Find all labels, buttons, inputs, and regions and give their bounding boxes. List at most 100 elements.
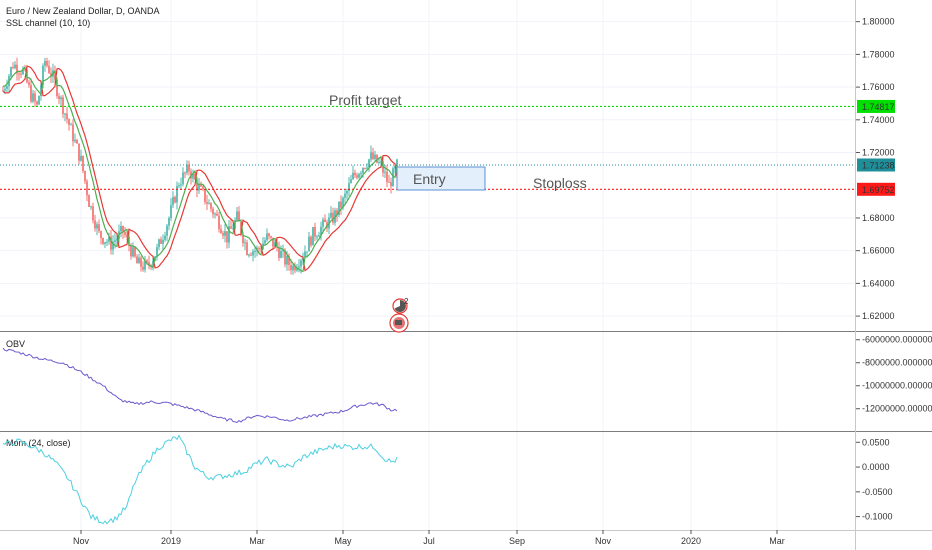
obv-axis-tick-label: -8000000.0000000 (862, 358, 932, 368)
candle-body (198, 184, 200, 191)
candle-body (178, 185, 180, 187)
candle-body (232, 228, 234, 230)
news-event-marker[interactable]: 2 (392, 297, 409, 314)
ssl-indicator-label[interactable]: SSL channel (10, 10) (6, 18, 90, 28)
candle-body (184, 172, 186, 174)
obv-series-line[interactable] (2, 347, 398, 424)
candle-body (306, 251, 308, 253)
candle-body (72, 124, 74, 142)
candle-body (62, 97, 64, 114)
candle-body (372, 152, 374, 160)
profit-target-text[interactable]: Profit target (329, 92, 401, 108)
candle-body (88, 195, 90, 207)
candle-body (74, 139, 76, 142)
time-tick-label: Mar (769, 536, 785, 546)
time-axis[interactable] (0, 531, 932, 550)
candle-body (384, 171, 386, 173)
candle-body (396, 159, 398, 167)
candle-body (172, 196, 174, 206)
candle-body (206, 202, 208, 204)
entry-text[interactable]: Entry (413, 171, 446, 187)
candle-body (296, 267, 298, 271)
candle-body (240, 221, 242, 235)
candle-body (358, 173, 360, 178)
candle-body (96, 224, 98, 229)
time-tick-label: Nov (595, 536, 612, 546)
candle-body (380, 161, 382, 163)
price-axis-tick-label: 1.66000 (862, 246, 895, 256)
candle-body (286, 256, 288, 265)
candle-body (246, 242, 248, 256)
earnings-event-marker[interactable] (389, 313, 409, 333)
candle-body (212, 208, 214, 215)
obv-label[interactable]: OBV (6, 339, 25, 349)
candle-body (324, 219, 326, 223)
candle-body (108, 236, 110, 242)
obv-pane[interactable] (0, 334, 855, 430)
price-axis-tick-label: 1.74000 (862, 115, 895, 125)
last-price-value: 1.71238 (862, 160, 895, 170)
candle-body (6, 86, 8, 89)
candle-body (374, 154, 376, 160)
candle-body (134, 247, 136, 257)
candle-body (340, 201, 342, 208)
price-axis-tick-label: 1.62000 (862, 311, 895, 321)
candle-body (248, 254, 250, 256)
candle-body (138, 257, 140, 264)
entry-box[interactable] (396, 166, 486, 191)
candle-body (64, 113, 66, 115)
candle-body (80, 155, 82, 161)
price-axis-tick-label: 1.64000 (862, 278, 895, 288)
candle-body (214, 213, 216, 215)
candle-body (84, 171, 86, 182)
event-count: 2 (404, 297, 409, 306)
candle-body (282, 250, 284, 252)
candle-body (140, 257, 142, 267)
candle-body (218, 215, 220, 230)
stoploss-text[interactable]: Stoploss (533, 175, 587, 191)
candle-body (318, 235, 320, 237)
candle-body (146, 260, 148, 263)
candle-body (336, 210, 338, 216)
candle-body (264, 240, 266, 244)
candle-body (38, 96, 40, 105)
price-axis[interactable] (856, 0, 932, 530)
candle-body (364, 167, 366, 169)
candle-body (244, 242, 246, 244)
candle-body (126, 234, 128, 237)
profit-target-tag[interactable]: 1.74817 (857, 99, 895, 113)
last-price-tag[interactable]: 1.71238 (857, 158, 895, 172)
candle-body (22, 68, 24, 75)
candle-body (258, 248, 260, 250)
momentum-pane[interactable] (0, 434, 855, 530)
obv-axis-tick-label: -6000000.0000000 (862, 335, 932, 345)
price-pane[interactable] (0, 0, 855, 330)
momentum-label[interactable]: Mom (24, close) (6, 438, 71, 448)
time-tick-label: 2020 (681, 536, 701, 546)
candle-body (136, 256, 138, 264)
candle-body (316, 236, 318, 238)
candle-body (14, 64, 16, 69)
candle-body (30, 85, 32, 102)
candle-body (242, 234, 244, 244)
candle-body (304, 251, 306, 258)
candle-body (158, 239, 160, 248)
obv-axis-tick-label: -10000000.0000000 (862, 381, 932, 391)
candle-body (160, 239, 162, 244)
candle-body (310, 236, 312, 246)
momentum-series-line[interactable] (2, 434, 398, 525)
candle-body (86, 181, 88, 196)
candle-body (56, 79, 58, 97)
profit-target-value: 1.74817 (862, 102, 895, 112)
candle-body (298, 266, 300, 268)
stoploss-tag[interactable]: 1.69752 (857, 182, 895, 196)
candle-body (228, 226, 230, 243)
candle-body (34, 93, 36, 102)
candle-body (70, 124, 72, 126)
candle-body (338, 201, 340, 216)
candle-body (332, 212, 334, 223)
candle-body (112, 241, 114, 250)
candle-body (170, 205, 172, 219)
time-tick-label: 2019 (161, 536, 181, 546)
